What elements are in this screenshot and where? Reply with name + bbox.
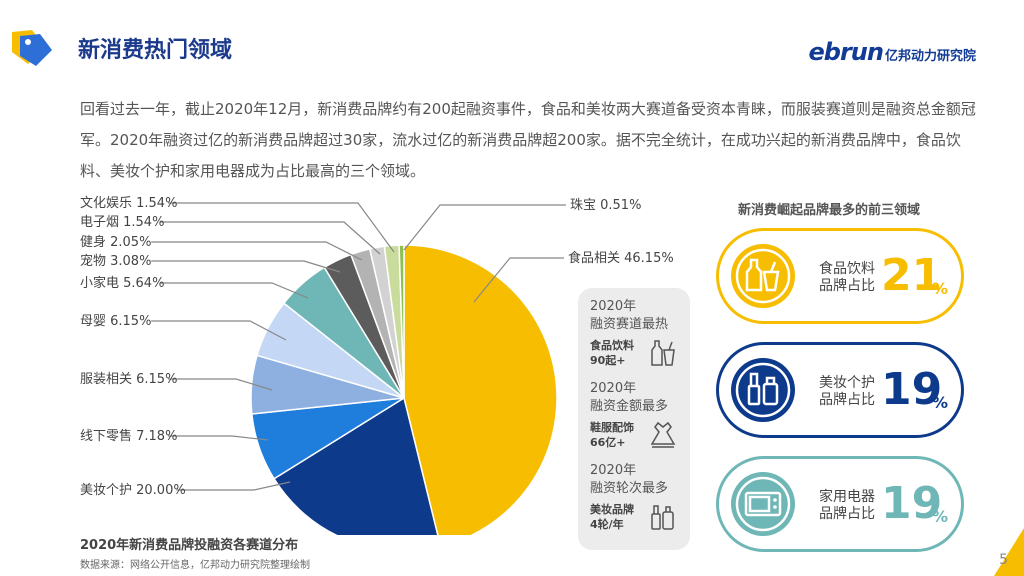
top3-label: 食品饮料 品牌占比 [819,261,875,294]
pie-leader-line [151,320,287,341]
microwave-icon [735,476,791,532]
appliance-icon-badge [731,472,795,536]
pie-label: 健身 2.05% [80,234,151,250]
pie-leader-line [168,378,273,391]
top3-value: 21 [881,250,943,301]
bottle-cup-icon [651,340,675,366]
brand-logo: ebrun 亿邦动力研究院 [809,38,976,66]
hot-group-item: 鞋服配饰 66亿+ [590,420,690,450]
hot-group-item: 美妆品牌 4轮/年 [590,502,690,532]
hot-group: 2020年 融资金额最多 鞋服配饰 66亿+ [590,380,690,450]
pie-label: 美妆个护 20.00% [80,483,186,498]
price-tag-icon [12,30,52,66]
top3-percent-sign: % [932,393,949,412]
top3-value: 19 [881,364,943,415]
title-bar: 新消费热门领域 ebrun 亿邦动力研究院 [0,0,1024,80]
top3-title: 新消费崛起品牌最多的前三领域 [738,203,921,218]
brand-subtitle: 亿邦动力研究院 [884,49,976,64]
intro-paragraph: 回看过去一年，截止2020年12月，新消费品牌约有200起融资事件，食品和美妆两… [80,100,976,180]
hot-tracks-panel: 2020年 融资赛道最热 食品饮料 90起+ 2020年 融资金额最多 鞋服配饰… [578,288,690,550]
corner-decoration [994,528,1024,576]
pie-label: 母婴 6.15% [80,314,151,329]
pie-slice-1 [403,244,558,535]
pie-leader-line [159,221,381,255]
pie-leader-line [151,241,363,261]
pie-label: 珠宝 0.51% [570,198,641,213]
top3-label: 美妆个护 品牌占比 [819,375,875,408]
top3-label: 家用电器 品牌占比 [819,489,875,522]
top3-card-appliance: 家用电器 品牌占比 19 % [716,456,964,552]
top3-percent-sign: % [932,279,949,298]
hot-group: 2020年 融资轮次最多 美妆品牌 4轮/年 [590,462,690,532]
pie-leader-line [403,204,566,251]
hot-group-heading: 2020年 融资轮次最多 [590,463,669,496]
brand-logo-text: ebrun [808,38,884,66]
pie-chart: 食品相关 46.15% 美妆个护 20.00% 线下零售 7.18% 服装相关 6.1… [80,196,674,535]
dress-icon [650,421,676,448]
top3-value: 19 [881,478,943,529]
pie-leader-line [168,202,395,253]
beauty-icon-badge [731,358,795,422]
cosmetics-icon [651,505,674,530]
cosmetics-icon [735,362,791,418]
pie-label: 服装相关 6.15% [80,372,177,387]
hot-group-heading: 2020年 融资赛道最热 [590,299,669,332]
data-source: 数据来源：网络公开信息，亿邦动力研究院整理绘制 [80,560,310,571]
top3-percent-sign: % [932,507,949,526]
pie-leader-line [159,282,309,299]
pie-label: 线下零售 7.18% [80,428,177,444]
hot-group-item: 食品饮料 90起+ [590,338,690,368]
pie-label: 食品相关 46.15% [568,250,674,266]
pie-label: 文化娱乐 1.54% [80,196,177,211]
hot-group-heading: 2020年 融资金额最多 [590,381,669,414]
pie-leader-line [473,257,564,303]
food-icon-badge [731,244,795,308]
pie-leader-line [176,481,291,491]
page-number: 5 [999,552,1008,568]
bottle-cup-icon [735,248,791,304]
chart-title: 2020年新消费品牌投融资各赛道分布 [80,538,299,553]
page-title: 新消费热门领域 [78,38,233,63]
top3-card-food: 食品饮料 品牌占比 21 % [716,228,964,324]
pie-label: 电子烟 1.54% [80,215,164,230]
hot-group: 2020年 融资赛道最热 食品饮料 90起+ [590,298,690,368]
pie-slice-11 [398,244,405,399]
top3-card-beauty: 美妆个护 品牌占比 19 % [716,342,964,438]
pie-label: 宠物 3.08% [80,253,151,269]
pie-leader-line [151,260,341,273]
pie-leader-line [168,435,269,441]
pie-slice-2 [272,396,439,535]
pie-label: 小家电 5.64% [80,275,164,291]
